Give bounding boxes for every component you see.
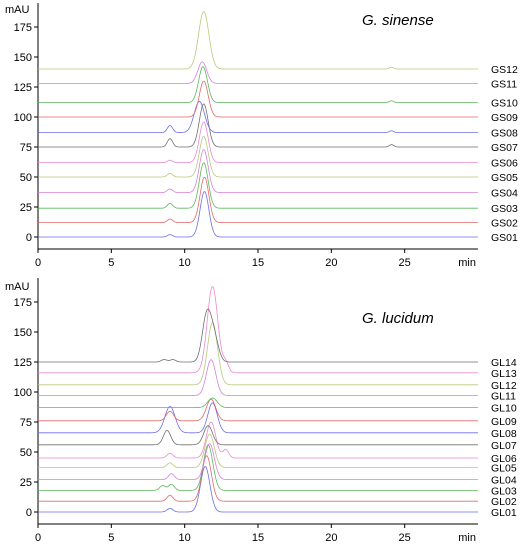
y-tick-label: 125 <box>14 82 32 94</box>
y-tick-label: 75 <box>20 142 32 154</box>
y-tick-label: 100 <box>14 112 32 124</box>
trace-gs07 <box>38 103 478 148</box>
trace-gs12 <box>38 10 478 70</box>
trace-label-gs05: GS05 <box>491 172 518 184</box>
x-tick-label: 10 <box>179 257 191 269</box>
trace-gl13 <box>38 286 478 374</box>
x-tick-label: 20 <box>325 532 337 544</box>
y-tick-label: 0 <box>26 232 32 244</box>
y-tick-label: 50 <box>20 172 32 184</box>
x-tick-label: 5 <box>108 532 114 544</box>
y-tick-label: 25 <box>20 477 32 489</box>
trace-gs03 <box>38 162 478 209</box>
trace-label-gl03: GL03 <box>491 485 517 497</box>
trace-label-gl05: GL05 <box>491 463 517 475</box>
trace-gs01 <box>38 191 478 238</box>
trace-gl12 <box>38 322 478 386</box>
x-tick-label: 0 <box>35 257 41 269</box>
y-tick-label: 100 <box>14 387 32 399</box>
trace-gs02 <box>38 176 478 223</box>
trace-gs04 <box>38 148 478 193</box>
x-tick-label: 15 <box>252 532 264 544</box>
trace-gs11 <box>38 61 478 84</box>
trace-label-gs09: GS09 <box>491 112 518 124</box>
trace-gl03 <box>38 444 478 491</box>
trace-label-gs07: GS07 <box>491 142 518 154</box>
panel-title: G. sinense <box>362 12 434 29</box>
x-tick-label: 25 <box>399 257 411 269</box>
trace-gs09 <box>38 80 478 118</box>
x-tick-label: 10 <box>179 532 191 544</box>
trace-gl06 <box>38 421 478 459</box>
trace-label-gl13: GL13 <box>491 368 517 380</box>
trace-gl14 <box>38 308 478 363</box>
trace-label-gl09: GL09 <box>491 416 517 428</box>
g-lucidum-panel: 0 25 50 75 100 125 150 175 0 5 10 15 20 25 mAU min G. lu… <box>5 278 517 544</box>
trace-gl10 <box>38 397 478 408</box>
y-tick-label: 150 <box>14 327 32 339</box>
trace-label-gs08: GS08 <box>491 128 518 140</box>
y-tick-label: 150 <box>14 52 32 64</box>
trace-gl08 <box>38 402 478 434</box>
x-tick-label: 15 <box>252 257 264 269</box>
trace-label-gl10: GL10 <box>491 403 517 415</box>
x-tick-label: 5 <box>108 257 114 269</box>
y-tick-label: 175 <box>14 22 32 34</box>
trace-label-gl12: GL12 <box>491 380 517 392</box>
trace-label-gs10: GS10 <box>491 98 518 110</box>
trace-label-gl07: GL07 <box>491 440 517 452</box>
x-tick-label: 20 <box>325 257 337 269</box>
trace-gl09 <box>38 398 478 422</box>
y-tick-label: 50 <box>20 447 32 459</box>
trace-gl05 <box>38 433 478 468</box>
g-sinense-panel: 0 25 50 75 100 125 150 175 0 5 10 15 20 25 mAU min G. si… <box>5 3 518 269</box>
y-tick-label: 75 <box>20 417 32 429</box>
trace-gl11 <box>38 359 478 396</box>
trace-label-gl01: GL01 <box>491 507 517 519</box>
x-tick-label: 25 <box>399 532 411 544</box>
trace-gl07 <box>38 425 478 446</box>
trace-label-gs02: GS02 <box>491 218 518 230</box>
trace-label-gl11: GL11 <box>491 391 516 403</box>
y-tick-label: 25 <box>20 202 32 214</box>
x-unit-label: min <box>458 257 476 269</box>
trace-label-gs01: GS01 <box>491 232 518 244</box>
trace-gl04 <box>38 443 478 480</box>
trace-label-gl02: GL02 <box>491 496 517 508</box>
trace-gs06 <box>38 121 478 163</box>
trace-label-gl08: GL08 <box>491 428 517 440</box>
trace-label-gs06: GS06 <box>491 158 518 170</box>
y-unit-label: mAU <box>5 4 30 16</box>
trace-label-gl14: GL14 <box>491 357 517 369</box>
trace-gs10 <box>38 66 478 103</box>
y-unit-label: mAU <box>5 281 30 293</box>
trace-label-gs12: GS12 <box>491 64 518 76</box>
x-unit-label: min <box>458 532 476 544</box>
trace-gs05 <box>38 135 478 178</box>
x-tick-label: 0 <box>35 532 41 544</box>
trace-label-gs03: GS03 <box>491 203 518 215</box>
trace-label-gs11: GS11 <box>491 78 517 90</box>
trace-gs08 <box>38 101 478 133</box>
trace-label-gl04: GL04 <box>491 475 517 487</box>
y-tick-label: 125 <box>14 357 32 369</box>
y-tick-label: 175 <box>14 297 32 309</box>
trace-gl02 <box>38 455 478 502</box>
y-tick-label: 0 <box>26 507 32 519</box>
trace-label-gs04: GS04 <box>491 188 518 200</box>
panel-title: G. lucidum <box>362 310 434 327</box>
trace-gl01 <box>38 465 478 513</box>
trace-label-gl06: GL06 <box>491 453 517 465</box>
